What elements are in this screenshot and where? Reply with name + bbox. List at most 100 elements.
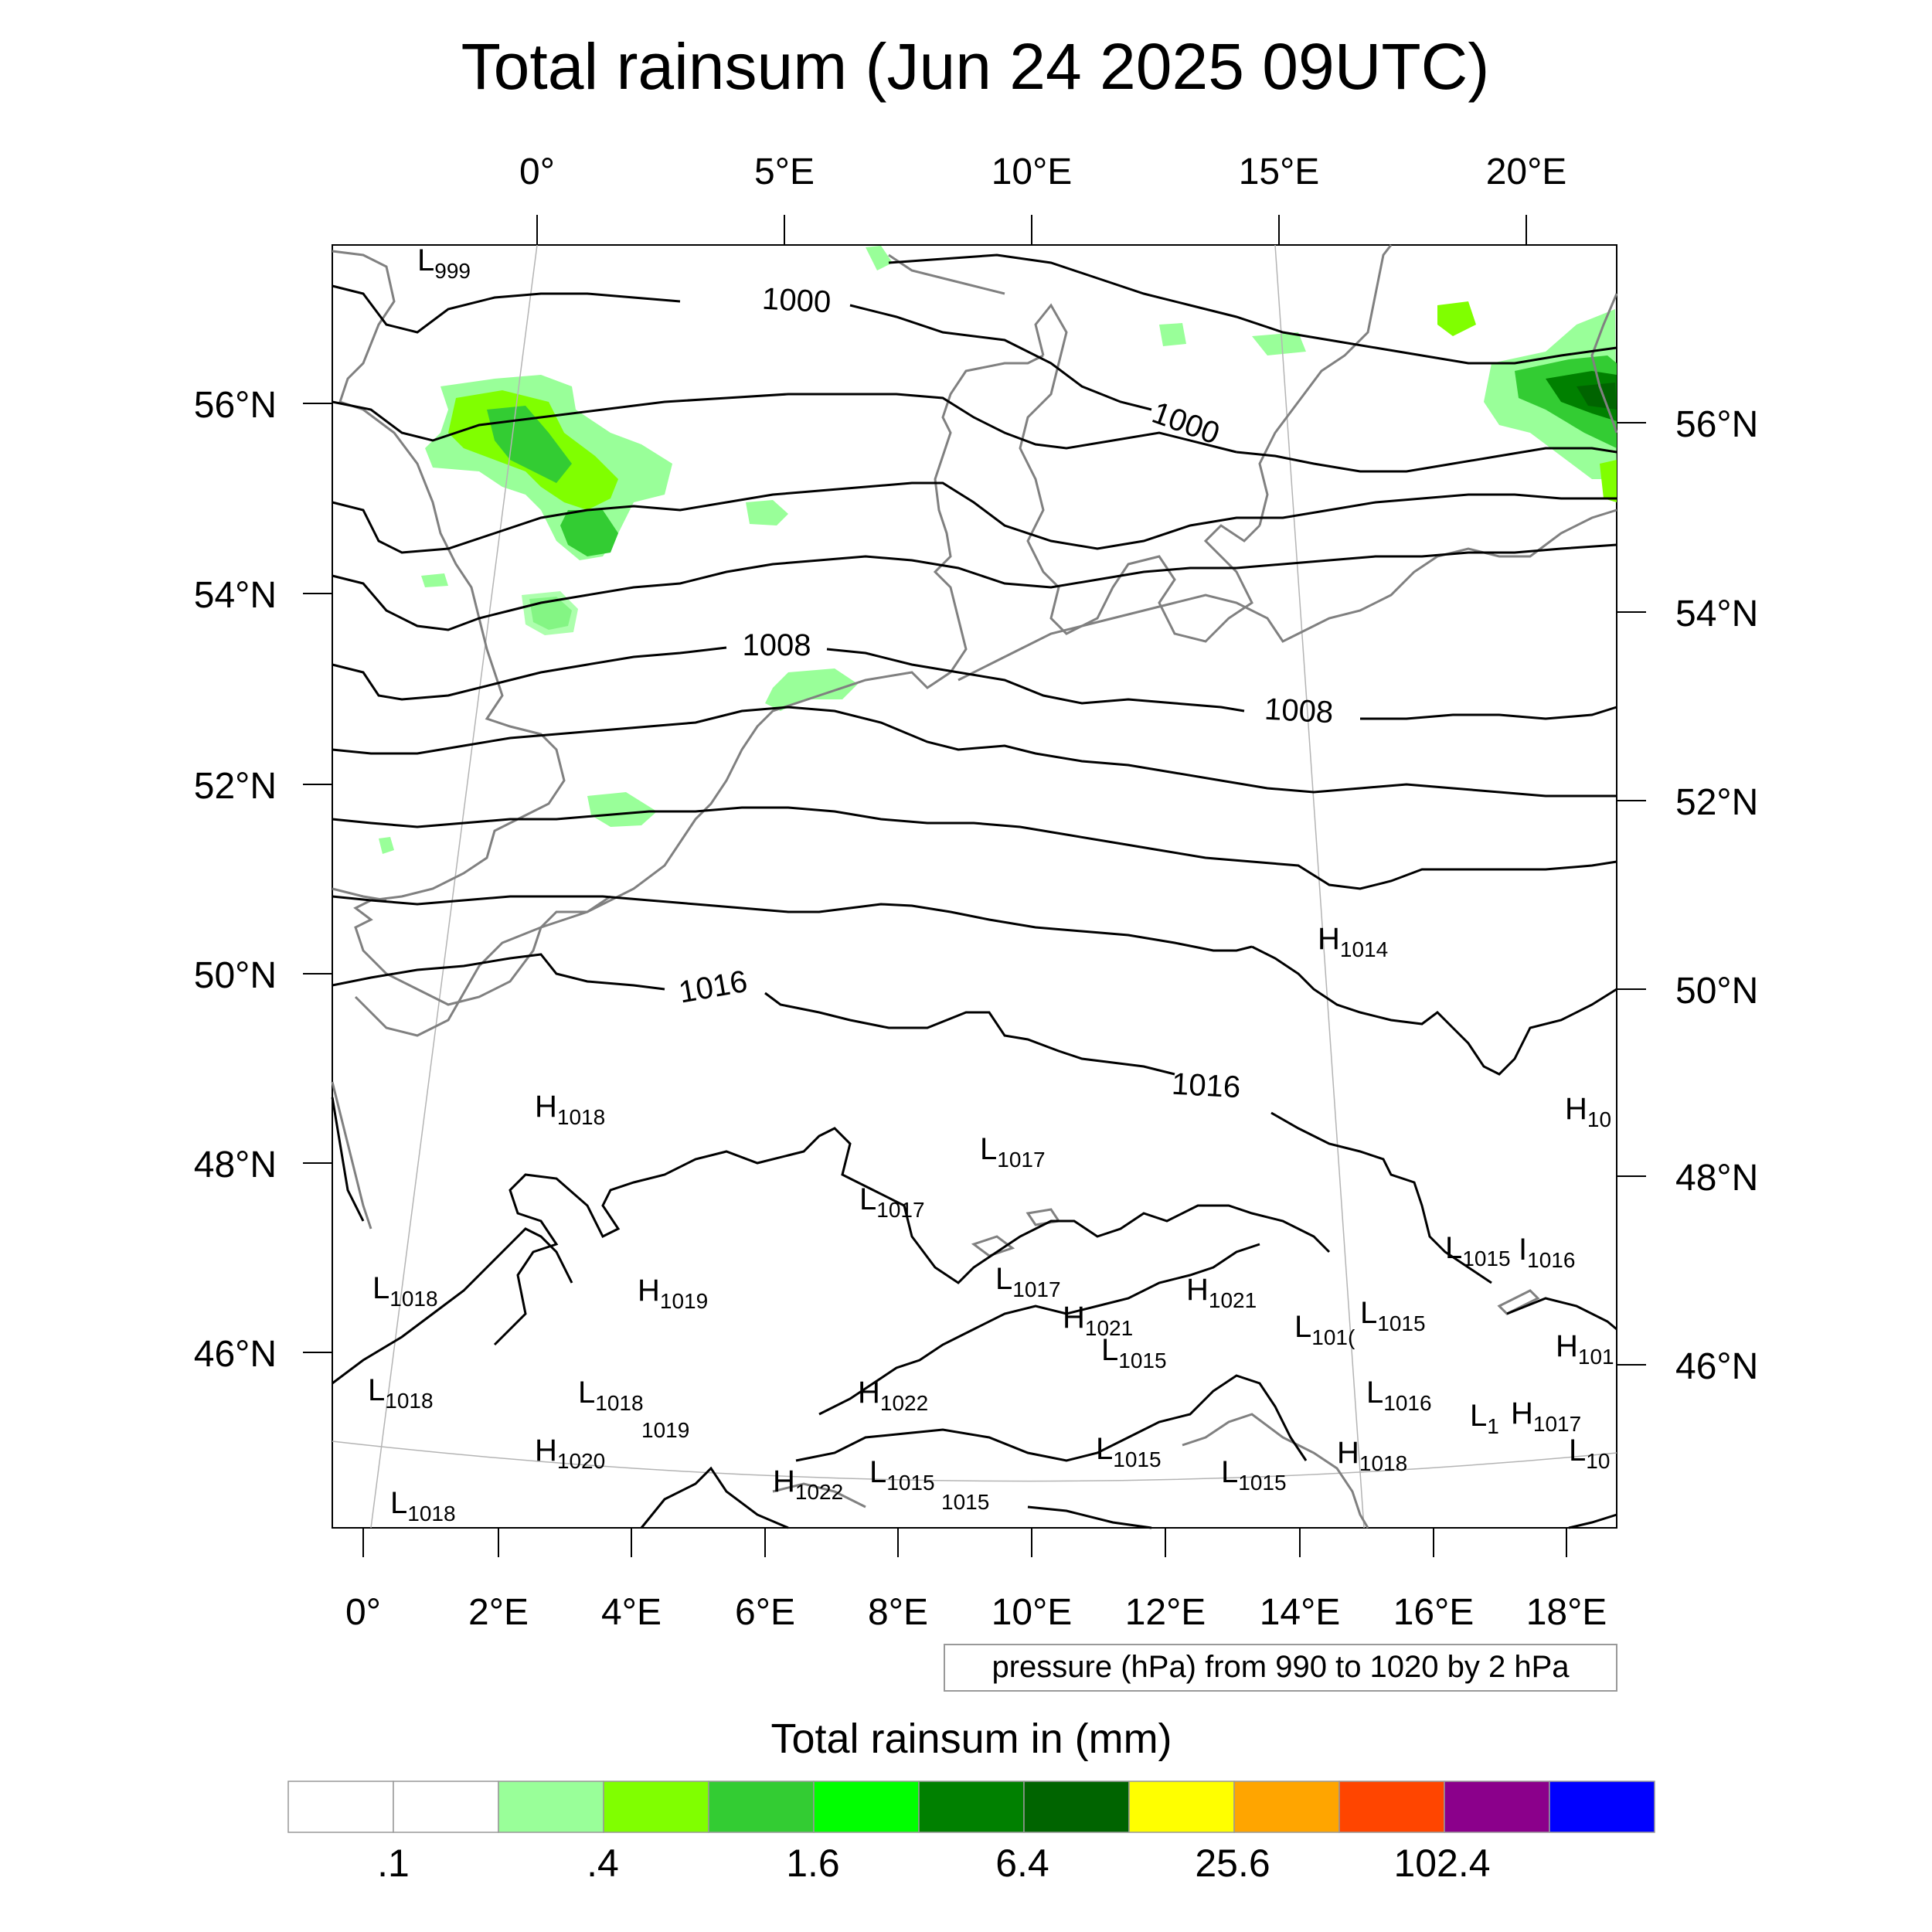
latitude-label: 56°N xyxy=(194,385,277,426)
latitude-label: 52°N xyxy=(1675,782,1758,823)
isobar-1004 xyxy=(332,481,1617,554)
bottom-ticks xyxy=(362,1528,1567,1557)
map-panel: 1000 1000 1008 1008 1016 1016 L999 H1014… xyxy=(303,215,1646,1557)
pressure-center: L1017 xyxy=(995,1262,1061,1301)
longitude-label: 8°E xyxy=(868,1592,928,1633)
colorbar-swatch xyxy=(1023,1781,1130,1833)
isobar-1000-west xyxy=(849,304,1152,411)
colorbar-swatch xyxy=(1444,1781,1550,1833)
rain-patch-frisian xyxy=(765,668,858,711)
isobar-adriatic-south xyxy=(1027,1505,1152,1529)
isobar-label: 1016 xyxy=(1171,1067,1241,1105)
left-ticks xyxy=(303,403,332,1353)
top-ticks xyxy=(536,215,1527,245)
colorbar-swatch xyxy=(603,1781,709,1833)
isobar-po-valley xyxy=(795,1374,1308,1462)
rain-patch-lithuania xyxy=(1600,460,1617,502)
left-latitude-labels: 56°N 54°N 52°N 50°N 48°N 46°N xyxy=(194,385,277,1375)
colorbar-tick-label: 25.6 xyxy=(1195,1842,1270,1885)
isobar-1016-south xyxy=(1270,1111,1492,1284)
isobar-label-group: 1000 1000 1008 1008 1016 1016 xyxy=(676,282,1334,1105)
colorbar-swatch xyxy=(393,1781,499,1833)
rain-patch-small-2 xyxy=(421,573,448,587)
isobar-biscay xyxy=(331,1097,365,1222)
isobar-1008-east xyxy=(1360,706,1617,720)
lake-balaton xyxy=(1497,1289,1540,1315)
colorbar-tick-label: 102.4 xyxy=(1393,1842,1490,1885)
latitude-label: 50°N xyxy=(194,955,277,996)
right-latitude-labels: 56°N 54°N 52°N 50°N 48°N 46°N xyxy=(1675,404,1758,1387)
coast-baltic-states xyxy=(1590,293,1618,434)
pressure-center: L999 xyxy=(417,243,471,283)
isobar-1000-top xyxy=(888,253,1617,365)
rain-patch-north-sea-core xyxy=(487,406,572,483)
pressure-center: L1017 xyxy=(980,1132,1046,1172)
pressure-center: H1014 xyxy=(1318,922,1388,961)
longitude-label: 10°E xyxy=(992,151,1073,192)
pressure-center: H1018 xyxy=(535,1090,605,1129)
isobar-1012 xyxy=(332,806,1617,890)
pressure-center: L1015 xyxy=(869,1455,935,1495)
latitude-label: 46°N xyxy=(194,1334,277,1375)
pressure-center: H1017 xyxy=(1511,1396,1581,1436)
colorbar-swatch xyxy=(498,1781,604,1833)
isobar-1008-west xyxy=(332,646,727,701)
pressure-center: L1015 xyxy=(1360,1296,1426,1335)
isobar-south-west xyxy=(332,1227,573,1385)
pressure-center: L1015 xyxy=(1221,1455,1287,1495)
rain-patch-denmark-n xyxy=(1159,323,1186,346)
pressure-center: H1022 xyxy=(773,1464,843,1504)
coast-sweden xyxy=(1258,244,1393,526)
isobar-1010 xyxy=(332,706,1617,798)
coast-bay-biscay xyxy=(331,1081,372,1230)
longitude-label: 4°E xyxy=(601,1592,662,1633)
bottom-longitude-labels: 0° 2°E 4°E 6°E 8°E 10°E 12°E 14°E 16°E 1… xyxy=(345,1592,1607,1633)
longitude-label: 0° xyxy=(345,1592,381,1633)
colorbar-swatches xyxy=(287,1781,1655,1833)
pressure-center: L1018 xyxy=(390,1486,456,1526)
pressure-center: H1018 xyxy=(1337,1436,1407,1475)
longitude-label: 18°E xyxy=(1526,1592,1607,1633)
pressure-center: L1016 xyxy=(1366,1376,1432,1415)
pressure-center-group: L999 H1014 H1018 L1017 H10 L1017 L1018 H… xyxy=(368,243,1614,1526)
isobar-alps-ridge xyxy=(818,1243,1260,1416)
pressure-center: L1015 xyxy=(1445,1231,1511,1270)
isobar-1014 xyxy=(332,895,1253,952)
colorbar-tick-label: .1 xyxy=(377,1842,410,1885)
rain-patch-north-sea-south xyxy=(560,510,618,556)
pressure-center: L1018 xyxy=(372,1271,438,1311)
latitude-label: 50°N xyxy=(1675,971,1758,1012)
isobar-1008-mid xyxy=(826,648,1245,713)
isobar-south-east xyxy=(1506,1297,1617,1331)
pressure-center: H1020 xyxy=(535,1434,605,1473)
coast-adriatic xyxy=(1182,1413,1369,1529)
isobar-balkans xyxy=(1568,1513,1617,1529)
pressure-center: L1017 xyxy=(859,1182,925,1222)
longitude-label: 6°E xyxy=(735,1592,795,1633)
colorbar-swatch xyxy=(813,1781,920,1833)
coast-france-channel xyxy=(354,354,1044,1037)
pressure-center: 1019 xyxy=(641,1418,689,1442)
pressure-center: H101 xyxy=(1556,1329,1614,1369)
colorbar-ticks: .1 .4 1.6 6.4 25.6 102.4 xyxy=(377,1842,1490,1885)
lake-geneva xyxy=(971,1235,1015,1257)
isobar-label: 1008 xyxy=(1264,692,1334,730)
colorbar: Total rainsum in (mm) .1 .4 1.6 6.4 25.6… xyxy=(287,1716,1655,1885)
rain-patch-channel-east xyxy=(746,500,788,526)
meridian-0-north xyxy=(370,244,538,1529)
right-ticks xyxy=(1617,422,1646,1366)
isobar-998 xyxy=(332,284,681,334)
pressure-center: L1018 xyxy=(368,1373,434,1413)
figure-title: Total rainsum (Jun 24 2025 09UTC) xyxy=(461,30,1490,103)
rain-patch-sweden xyxy=(1252,332,1306,355)
colorbar-swatch xyxy=(1549,1781,1655,1833)
pressure-center: H1021 xyxy=(1186,1273,1257,1312)
longitude-label: 0° xyxy=(519,151,555,192)
pressure-center: L1015 xyxy=(1101,1333,1167,1372)
pressure-center: H1021 xyxy=(1063,1301,1133,1340)
pressure-center: L1018 xyxy=(578,1376,644,1415)
longitude-label: 10°E xyxy=(992,1592,1073,1633)
latitude-label: 54°N xyxy=(1675,594,1758,634)
colorbar-swatch xyxy=(918,1781,1025,1833)
